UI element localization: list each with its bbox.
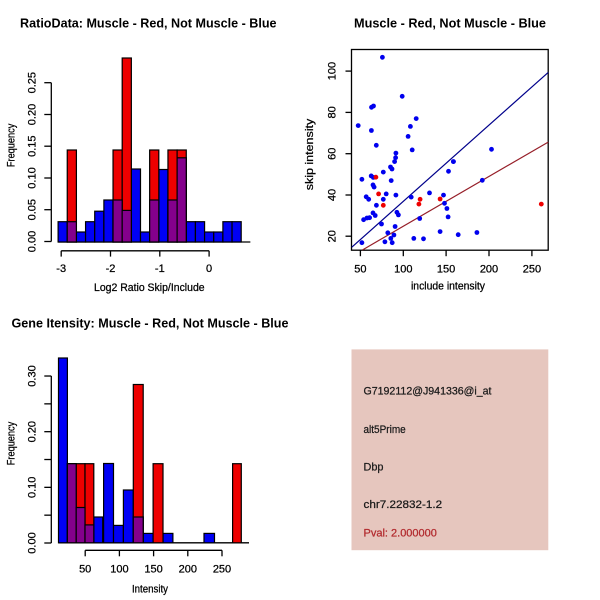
svg-text:150: 150 xyxy=(437,263,455,275)
svg-text:-3: -3 xyxy=(56,263,66,275)
svg-text:alt5Prime: alt5Prime xyxy=(364,424,406,436)
svg-text:100: 100 xyxy=(110,564,128,576)
svg-text:Muscle - Red, Not Muscle - Blu: Muscle - Red, Not Muscle - Blue xyxy=(354,17,546,31)
svg-text:Frequency: Frequency xyxy=(5,421,17,465)
svg-text:skip intensity: skip intensity xyxy=(304,118,316,190)
svg-text:0.00: 0.00 xyxy=(27,532,39,553)
svg-text:200: 200 xyxy=(480,263,498,275)
svg-text:250: 250 xyxy=(213,564,231,576)
svg-text:RatioData: Muscle - Red, Not M: RatioData: Muscle - Red, Not Muscle - Bl… xyxy=(20,17,277,31)
svg-text:chr7.22832-1.2: chr7.22832-1.2 xyxy=(364,499,443,511)
svg-text:60: 60 xyxy=(327,148,339,160)
svg-text:20: 20 xyxy=(327,230,339,242)
svg-text:250: 250 xyxy=(523,263,541,275)
svg-text:Pval: 2.000000: Pval: 2.000000 xyxy=(364,527,437,539)
svg-text:0.10: 0.10 xyxy=(27,477,39,498)
svg-text:-1: -1 xyxy=(155,263,165,275)
svg-text:Intensity: Intensity xyxy=(132,584,168,596)
svg-text:50: 50 xyxy=(79,564,91,576)
svg-text:150: 150 xyxy=(144,564,162,576)
svg-text:Frequency: Frequency xyxy=(5,123,17,167)
svg-text:0: 0 xyxy=(206,263,212,275)
svg-text:0.25: 0.25 xyxy=(27,72,39,93)
svg-text:0.20: 0.20 xyxy=(27,104,39,125)
svg-text:40: 40 xyxy=(327,189,339,201)
svg-text:Gene Itensity: Muscle - Red, N: Gene Itensity: Muscle - Red, Not Muscle … xyxy=(12,317,289,331)
svg-text:200: 200 xyxy=(179,564,197,576)
svg-text:50: 50 xyxy=(354,263,366,275)
svg-text:0.30: 0.30 xyxy=(27,365,39,386)
svg-text:G7192112@J941336@i_at: G7192112@J941336@i_at xyxy=(364,386,492,398)
svg-text:0.00: 0.00 xyxy=(27,231,39,252)
svg-text:0.10: 0.10 xyxy=(27,167,39,188)
svg-text:80: 80 xyxy=(327,106,339,118)
svg-text:Dbp: Dbp xyxy=(364,462,384,474)
svg-text:100: 100 xyxy=(327,62,339,80)
svg-text:100: 100 xyxy=(394,263,412,275)
svg-text:0.20: 0.20 xyxy=(27,421,39,442)
svg-text:-2: -2 xyxy=(106,263,116,275)
svg-text:0.05: 0.05 xyxy=(27,199,39,220)
svg-text:include intensity: include intensity xyxy=(411,281,485,293)
svg-text:0.15: 0.15 xyxy=(27,135,39,156)
svg-text:Log2 Ratio Skip/Include: Log2 Ratio Skip/Include xyxy=(94,282,205,294)
